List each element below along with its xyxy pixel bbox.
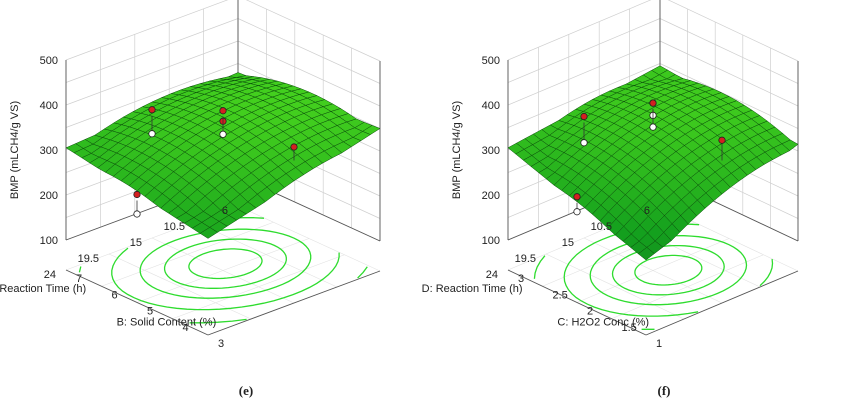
x-tick-label: 2.5 <box>553 289 568 301</box>
grid-line <box>237 40 381 107</box>
x-axis-title: C: H2O2 Conc (%) <box>557 317 649 329</box>
y-tick-label: 24 <box>486 269 498 281</box>
y-axis-title: D: Reaction Time (h) <box>422 283 523 295</box>
z-axis-title: BMP (mLCH4/g VS) <box>451 101 463 199</box>
grid-line <box>507 18 661 83</box>
contour-line <box>111 217 340 311</box>
y-tick-label: 15 <box>130 237 142 249</box>
y-tick-label: 19.5 <box>78 253 99 265</box>
x-tick-label: 6 <box>112 289 118 301</box>
z-tick-label: 100 <box>482 235 500 247</box>
labels: 100 200 300 400 500 6 10.5 15 19.5 24 1 1.5 2 2.5 3 BMP… <box>422 55 671 398</box>
y-tick-label: 6 <box>222 205 228 217</box>
contour-line <box>139 228 312 299</box>
y-tick-label: 10.5 <box>164 221 185 233</box>
contour-line <box>78 266 368 324</box>
z-tick-label: 500 <box>482 55 500 67</box>
grid-line <box>659 18 799 84</box>
contour-plot <box>78 217 368 324</box>
design-points <box>133 106 298 218</box>
design-point <box>290 143 298 151</box>
axis-frame-line <box>645 270 799 336</box>
contour-line <box>589 235 748 306</box>
y-tick-label: 19.5 <box>515 253 536 265</box>
grid-line <box>659 40 799 107</box>
grid-line <box>65 0 229 61</box>
grid-line <box>237 18 381 84</box>
surface-cell <box>637 247 655 261</box>
y-tick-label: 10.5 <box>591 221 612 233</box>
axis-frame-line <box>507 269 647 336</box>
z-tick-label: 200 <box>482 190 500 202</box>
y-tick-label: 6 <box>644 205 650 217</box>
design-point <box>573 193 581 201</box>
grid-line <box>667 0 799 62</box>
panel-caption: (f) <box>658 383 671 398</box>
design-point <box>133 190 141 199</box>
grid-line <box>65 18 239 83</box>
chart-e: 100 200 300 400 500 6 10.5 15 19.5 24 3 4 5 6 7 BMP (mL… <box>0 0 381 398</box>
contour-line <box>634 254 703 286</box>
grid-line <box>65 63 239 128</box>
design-point <box>573 208 581 216</box>
x-tick-label: 1 <box>656 338 662 350</box>
contour-line <box>163 238 287 289</box>
floor-grid-line <box>545 253 685 320</box>
z-axis-title: BMP (mLCH4/g VS) <box>9 101 21 199</box>
floor-grid-line <box>108 253 252 320</box>
x-axis-title: B: Solid Content (%) <box>117 317 217 329</box>
z-tick-label: 400 <box>40 100 58 112</box>
z-tick-label: 200 <box>40 190 58 202</box>
x-tick-label: 7 <box>76 273 82 285</box>
panel-caption: (e) <box>239 383 253 398</box>
y-axis-title: D: Reaction Time (h) <box>0 283 86 295</box>
z-tick-label: 400 <box>482 100 500 112</box>
contour-line <box>188 248 263 280</box>
contour-line <box>611 244 725 296</box>
floor-grid-line <box>136 238 310 303</box>
x-tick-label: 3 <box>518 273 524 285</box>
axis-frame-line <box>207 270 381 336</box>
design-point <box>219 130 227 138</box>
x-tick-label: 5 <box>147 306 153 318</box>
floor-grid-line <box>611 254 764 320</box>
z-tick-label: 300 <box>40 145 58 157</box>
design-points <box>573 99 726 216</box>
grid-line <box>507 0 652 61</box>
z-tick-label: 500 <box>40 55 58 67</box>
x-tick-label: 4 <box>183 322 189 334</box>
grid-line <box>659 63 799 129</box>
labels: 100 200 300 400 500 6 10.5 15 19.5 24 3 4 5 6 7 BMP (mL… <box>0 55 253 398</box>
axis-frame-line <box>65 269 209 336</box>
z-tick-label: 100 <box>40 235 58 247</box>
x-tick-label: 1.5 <box>622 322 637 334</box>
design-point <box>219 107 227 115</box>
x-tick-label: 2 <box>587 306 593 318</box>
x-tick-label: 3 <box>218 338 224 350</box>
grid-line <box>65 40 239 106</box>
surface-cell <box>199 227 219 239</box>
design-point <box>133 210 141 218</box>
chart-f: 100 200 300 400 500 6 10.5 15 19.5 24 1 1.5 2 2.5 3 BMP… <box>422 0 799 398</box>
y-tick-label: 15 <box>562 237 574 249</box>
design-point <box>148 130 156 138</box>
design-point <box>649 99 657 107</box>
design-point <box>580 139 588 147</box>
grid-line <box>507 63 661 128</box>
design-point <box>718 136 726 144</box>
floor-grid-line <box>172 254 345 320</box>
grid-line <box>507 40 661 106</box>
grid-line <box>245 0 381 62</box>
design-point <box>580 112 588 121</box>
response-surface <box>507 65 799 261</box>
design-point <box>649 123 657 131</box>
z-tick-label: 300 <box>482 145 500 157</box>
y-tick-label: 24 <box>44 269 56 281</box>
design-point <box>148 106 156 114</box>
